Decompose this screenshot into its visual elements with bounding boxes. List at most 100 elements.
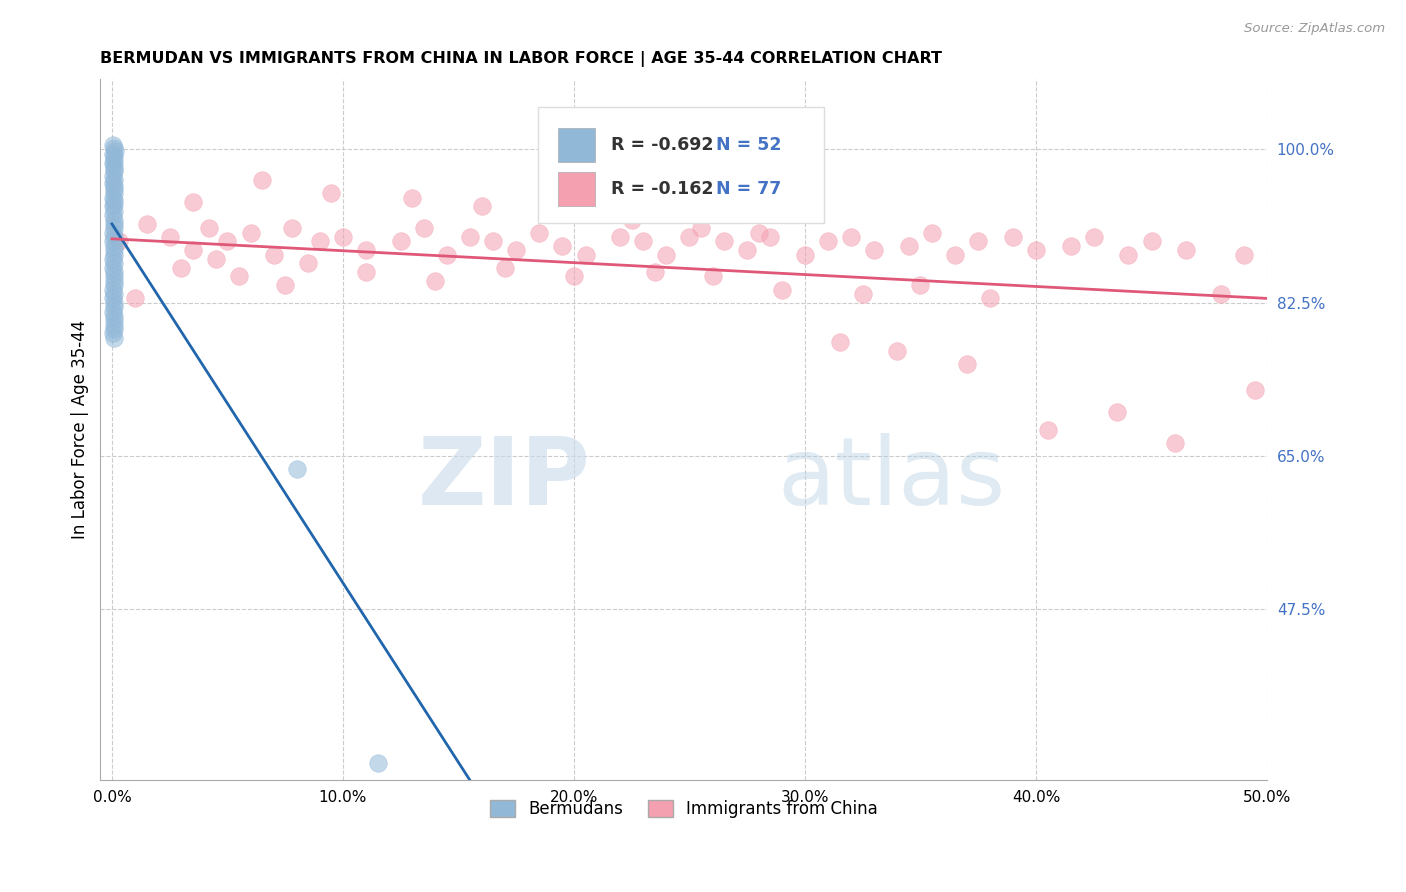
Point xyxy=(103,196,125,211)
Point xyxy=(308,235,330,249)
Point xyxy=(332,230,354,244)
Point xyxy=(181,243,204,257)
Point xyxy=(101,138,124,153)
Point xyxy=(103,274,125,288)
Point xyxy=(1001,230,1024,244)
Point xyxy=(101,226,124,240)
Point xyxy=(886,343,908,358)
Point xyxy=(103,313,125,327)
Point xyxy=(263,247,285,261)
Point xyxy=(702,269,724,284)
Point xyxy=(101,199,124,213)
Point xyxy=(1025,243,1047,257)
FancyBboxPatch shape xyxy=(558,172,595,205)
Point xyxy=(103,176,125,190)
Point xyxy=(1233,247,1256,261)
Point xyxy=(1036,423,1059,437)
Text: R = -0.162: R = -0.162 xyxy=(612,179,714,198)
Point xyxy=(620,212,643,227)
Point xyxy=(103,221,125,235)
Point xyxy=(529,226,551,240)
Point xyxy=(103,265,125,279)
Point xyxy=(103,322,125,336)
Point xyxy=(1083,230,1105,244)
Point xyxy=(103,260,125,275)
Point xyxy=(505,243,527,257)
Point xyxy=(828,335,851,350)
Text: ZIP: ZIP xyxy=(418,433,591,524)
Point xyxy=(839,230,862,244)
Point xyxy=(103,287,125,301)
Point xyxy=(285,462,308,476)
Point xyxy=(967,235,990,249)
Point xyxy=(1209,287,1232,301)
Point xyxy=(425,274,447,288)
Point xyxy=(759,230,782,244)
Point xyxy=(943,247,966,261)
Point xyxy=(979,292,1001,306)
Point xyxy=(897,239,920,253)
Point xyxy=(748,226,770,240)
FancyBboxPatch shape xyxy=(538,107,824,223)
Point xyxy=(551,239,574,253)
Point xyxy=(198,221,221,235)
Point xyxy=(103,309,125,323)
Point xyxy=(1244,384,1267,398)
Point xyxy=(103,186,125,201)
Point xyxy=(103,239,125,253)
Point xyxy=(281,221,304,235)
Point xyxy=(367,756,389,770)
Point xyxy=(401,191,423,205)
Point xyxy=(1105,405,1128,419)
Point xyxy=(103,278,125,293)
Point xyxy=(104,145,127,159)
Point xyxy=(633,235,655,249)
Point xyxy=(103,164,125,178)
Point xyxy=(412,221,434,235)
Point xyxy=(217,235,239,249)
Point xyxy=(103,149,125,163)
Legend: Bermudans, Immigrants from China: Bermudans, Immigrants from China xyxy=(482,793,884,824)
Point xyxy=(1140,235,1163,249)
Point xyxy=(103,243,125,257)
Point xyxy=(574,247,596,261)
Text: atlas: atlas xyxy=(778,433,1005,524)
Point xyxy=(103,191,125,205)
Point xyxy=(458,230,481,244)
Point xyxy=(863,243,886,257)
Point xyxy=(274,278,297,293)
Point xyxy=(159,230,181,244)
Point xyxy=(770,283,793,297)
Point xyxy=(609,230,631,244)
Point xyxy=(205,252,228,266)
Point xyxy=(735,243,758,257)
Point xyxy=(1059,239,1081,253)
Point xyxy=(494,260,516,275)
Point xyxy=(1118,247,1140,261)
Point xyxy=(551,203,574,218)
Point xyxy=(103,217,125,231)
Text: Source: ZipAtlas.com: Source: ZipAtlas.com xyxy=(1244,22,1385,36)
Point xyxy=(817,235,839,249)
Point xyxy=(103,161,125,176)
Point xyxy=(124,292,146,306)
Point xyxy=(228,269,250,284)
Point xyxy=(101,169,124,183)
Point xyxy=(1163,436,1185,450)
Point xyxy=(482,235,505,249)
Point xyxy=(956,357,979,371)
Point xyxy=(103,318,125,332)
Point xyxy=(655,247,678,261)
Point xyxy=(103,235,125,249)
Point xyxy=(910,278,932,293)
Point xyxy=(921,226,943,240)
Point xyxy=(852,287,875,301)
Point xyxy=(436,247,458,261)
Point xyxy=(389,235,412,249)
Point xyxy=(103,269,125,284)
Point xyxy=(103,208,125,222)
Point xyxy=(354,265,377,279)
Point xyxy=(250,173,273,187)
Point xyxy=(103,256,125,270)
Text: N = 77: N = 77 xyxy=(717,179,782,198)
